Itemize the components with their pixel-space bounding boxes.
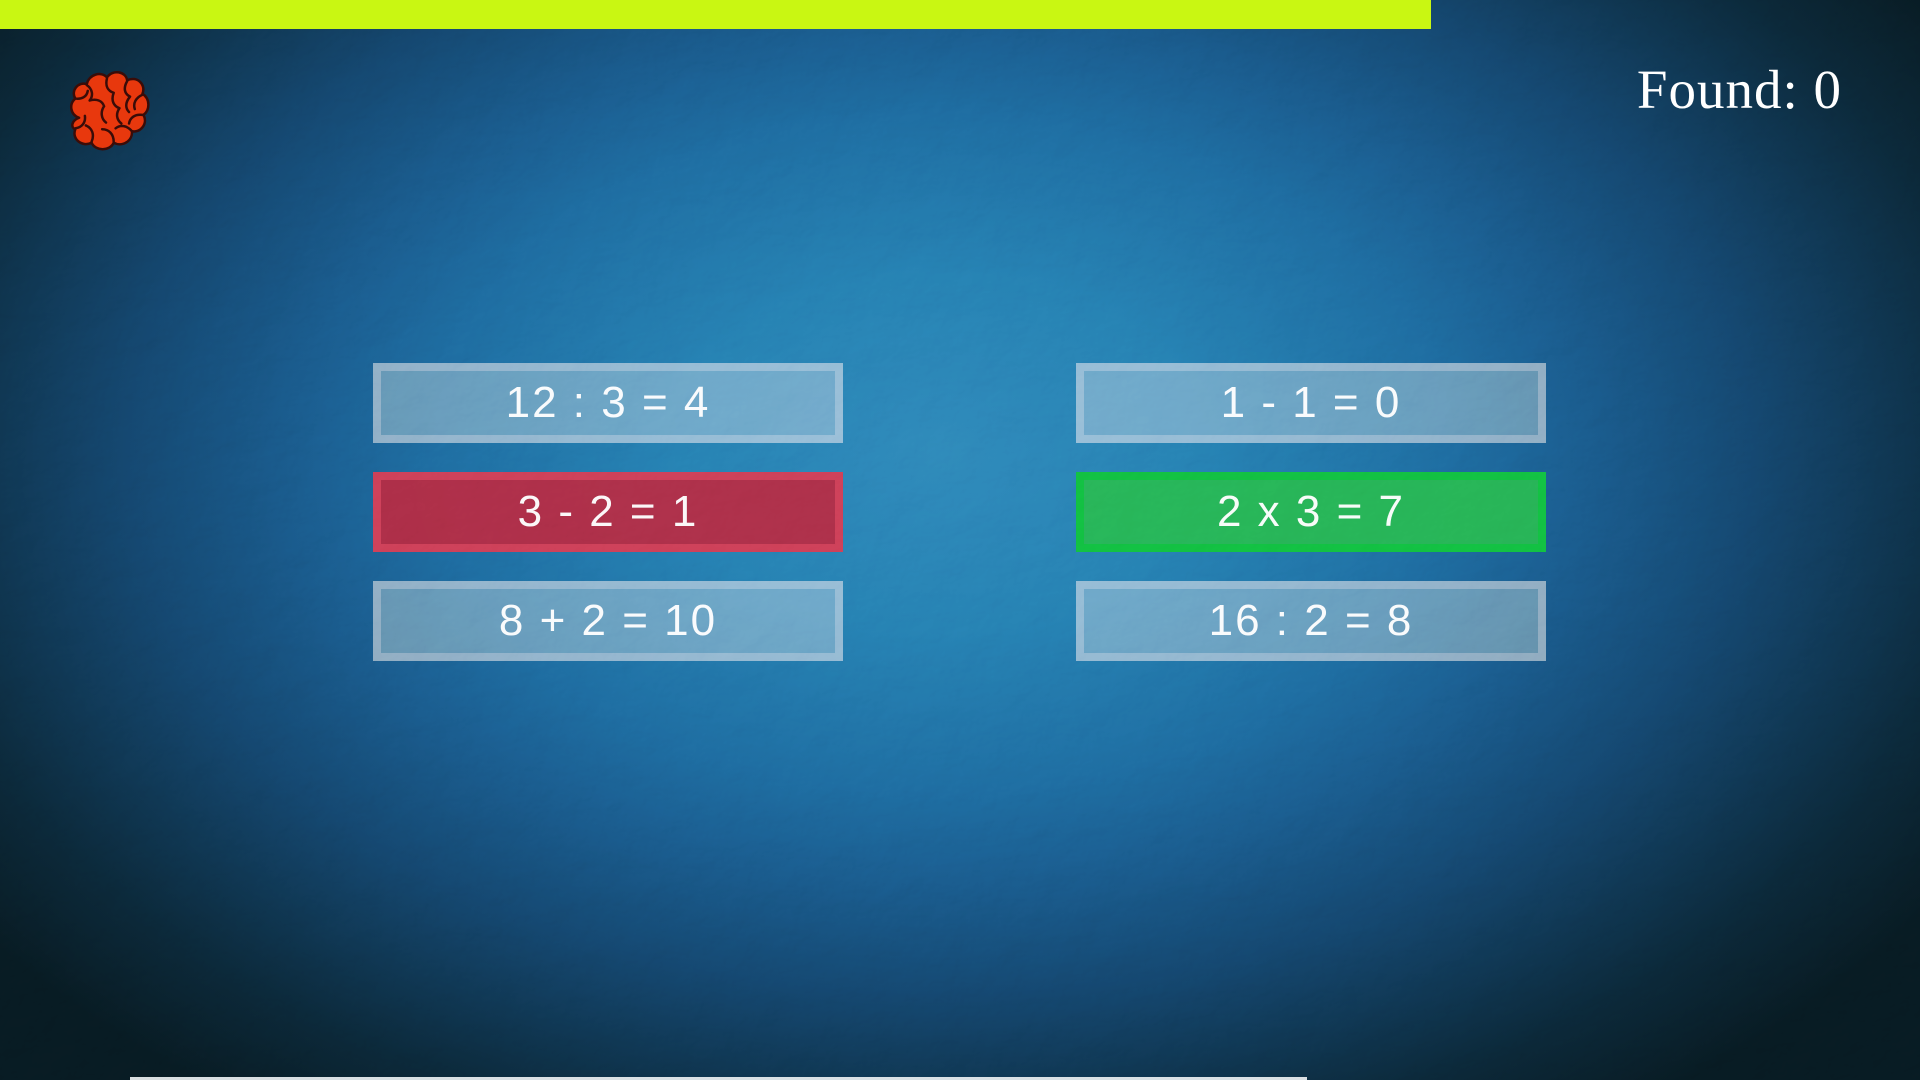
equation-tile[interactable]: 1 - 1 = 0	[1076, 363, 1546, 443]
equation-tile[interactable]: 16 : 2 = 8	[1076, 581, 1546, 661]
equation-tile[interactable]: 8 + 2 = 10	[373, 581, 843, 661]
equation-tile-marked-red[interactable]: 3 - 2 = 1	[373, 472, 843, 552]
found-counter: Found: 0	[1636, 59, 1842, 120]
equation-tile[interactable]: 12 : 3 = 4	[373, 363, 843, 443]
equation-column-right: 1 - 1 = 0 2 x 3 = 7 16 : 2 = 8	[1076, 363, 1546, 661]
timer-bar	[0, 0, 1431, 29]
equation-tile-marked-green[interactable]: 2 x 3 = 7	[1076, 472, 1546, 552]
brain-icon	[70, 71, 150, 151]
equation-column-left: 12 : 3 = 4 3 - 2 = 1 8 + 2 = 10	[373, 363, 843, 661]
